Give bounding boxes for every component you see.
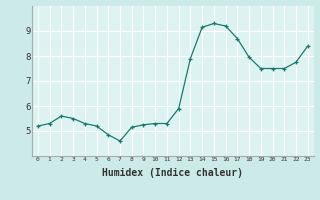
X-axis label: Humidex (Indice chaleur): Humidex (Indice chaleur) (102, 168, 243, 178)
